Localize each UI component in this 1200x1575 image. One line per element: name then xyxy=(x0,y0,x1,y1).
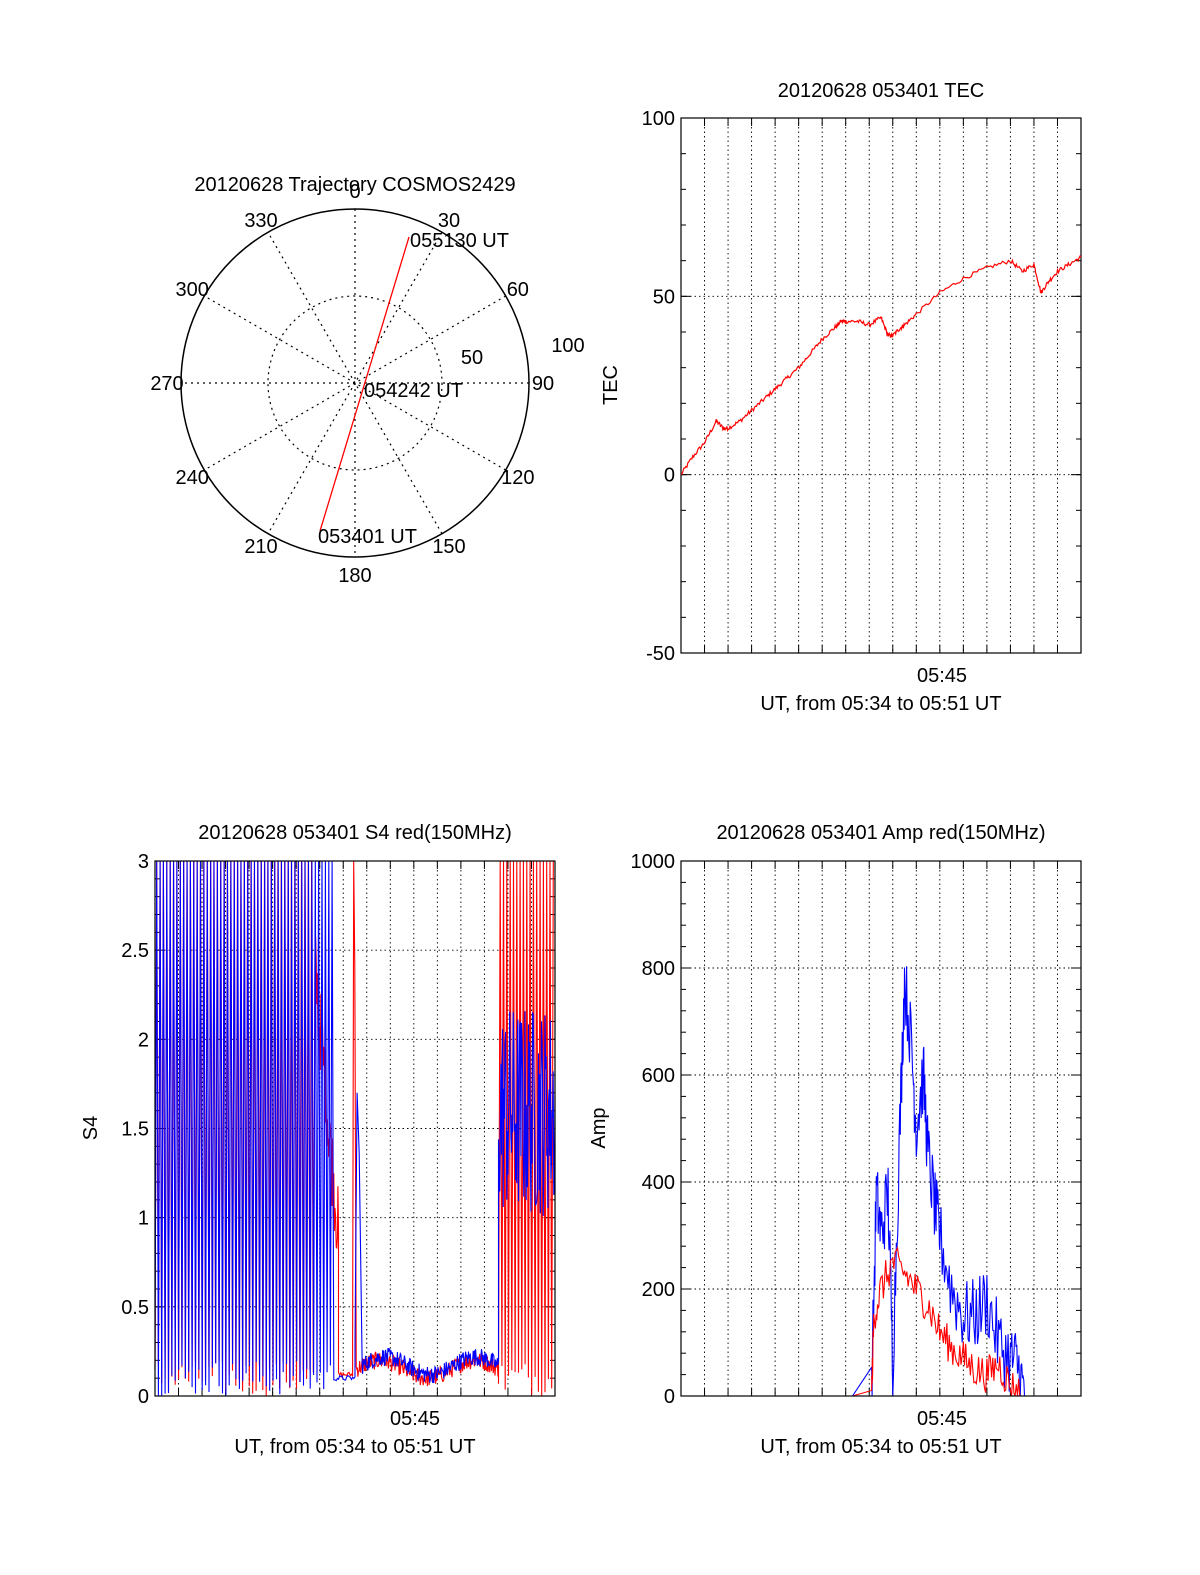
amp-panel: 20120628 053401 Amp red(150MHz) 1000 800 6… xyxy=(588,822,1082,1458)
polar-angle-label: 180 xyxy=(338,565,371,587)
polar-angle-labels: 0 30 60 90 120 150 180 210 240 270 300 330 xyxy=(150,181,554,587)
s4-y-tick-label: 3 xyxy=(138,851,149,873)
amp-y-axis-label: Amp xyxy=(588,1107,610,1148)
s4-plot-frame xyxy=(154,860,556,1397)
tec-y-tick-label: 100 xyxy=(642,108,675,130)
s4-panel: 20120628 053401 S4 red(150MHz) 3 2.5 2 1.5 1… xyxy=(80,822,556,1458)
amp-y-tick-labels: 1000 800 600 400 200 0 xyxy=(631,851,676,1408)
amp-y-tick-label: 800 xyxy=(642,958,675,980)
tec-y-tick-labels: 100 50 0 -50 xyxy=(642,108,675,665)
polar-spoke xyxy=(267,232,443,534)
trajectory-mid-label: 054242 UT xyxy=(364,380,463,402)
s4-y-tick-label: 2 xyxy=(138,1029,149,1051)
s4-y-tick-label: 0.5 xyxy=(121,1297,149,1319)
polar-angle-label: 60 xyxy=(507,279,529,301)
amp-y-tick-label: 1000 xyxy=(631,851,676,873)
tec-panel: 20120628 053401 TEC 100 50 0 -50 05:45 UT, … xyxy=(600,80,1082,715)
tec-plot-frame xyxy=(680,117,1082,654)
polar-angle-label: 330 xyxy=(244,210,277,232)
trajectory-panel: 20120628 Trajectory COSMOS2429 0 30 60 90 12… xyxy=(150,174,584,587)
s4-x-axis-label: UT, from 05:34 to 05:51 UT xyxy=(234,1436,475,1458)
amp-y-tick-label: 0 xyxy=(664,1386,675,1408)
polar-inner-ring xyxy=(267,295,443,471)
amp-ticks xyxy=(681,860,1081,1397)
polar-angle-label: 300 xyxy=(175,279,208,301)
tec-y-tick-label: 0 xyxy=(664,465,675,487)
amp-grid xyxy=(681,861,1081,1396)
polar-angle-label: 120 xyxy=(501,467,534,489)
amp-x-tick-label: 05:45 xyxy=(917,1408,967,1430)
tec-y-axis-label: TEC xyxy=(600,365,622,405)
tec-series-line xyxy=(681,255,1082,475)
s4-y-tick-label: 2.5 xyxy=(121,940,149,962)
trajectory-end-label: 055130 UT xyxy=(410,230,509,252)
tec-y-tick-label: 50 xyxy=(653,286,675,308)
polar-radius-label-50: 50 xyxy=(461,347,483,369)
tec-y-tick-label: -50 xyxy=(646,643,675,665)
amp-plot-frame xyxy=(680,860,1082,1397)
polar-angle-label: 0 xyxy=(349,181,360,203)
trajectory-line xyxy=(319,236,410,532)
polar-angle-label: 210 xyxy=(244,536,277,558)
s4-y-tick-labels: 3 2.5 2 1.5 1 0.5 0 xyxy=(121,851,149,1408)
tec-title: 20120628 053401 TEC xyxy=(778,80,984,102)
s4-blue-series-line xyxy=(154,860,556,1397)
s4-title: 20120628 053401 S4 red(150MHz) xyxy=(198,822,512,844)
tec-x-tick-label: 05:45 xyxy=(917,665,967,687)
amp-y-tick-label: 600 xyxy=(642,1065,675,1087)
amp-y-tick-label: 400 xyxy=(642,1172,675,1194)
polar-angle-label: 240 xyxy=(175,467,208,489)
polar-radius-label-100: 100 xyxy=(551,335,584,357)
amp-x-axis-label: UT, from 05:34 to 05:51 UT xyxy=(760,1436,1001,1458)
polar-spokes xyxy=(181,209,529,557)
polar-angle-label: 30 xyxy=(438,210,460,232)
polar-angle-label: 90 xyxy=(532,373,554,395)
trajectory-start-label: 053401 UT xyxy=(318,526,417,548)
s4-y-tick-label: 1.5 xyxy=(121,1119,149,1141)
s4-y-tick-label: 1 xyxy=(138,1208,149,1230)
trajectory-title: 20120628 Trajectory COSMOS2429 xyxy=(194,174,515,196)
tec-x-axis-label: UT, from 05:34 to 05:51 UT xyxy=(760,693,1001,715)
polar-angle-label: 270 xyxy=(150,373,183,395)
amp-y-tick-label: 200 xyxy=(642,1279,675,1301)
amp-red-series-line xyxy=(681,1246,1081,1397)
polar-angle-label: 150 xyxy=(432,536,465,558)
s4-y-axis-label: S4 xyxy=(80,1116,102,1140)
tec-grid xyxy=(681,118,1081,653)
s4-y-tick-label: 0 xyxy=(138,1386,149,1408)
amp-blue-series-line xyxy=(681,966,1081,1397)
s4-x-tick-label: 05:45 xyxy=(390,1408,440,1430)
tec-ticks xyxy=(681,117,1081,654)
amp-title: 20120628 053401 Amp red(150MHz) xyxy=(716,822,1045,844)
